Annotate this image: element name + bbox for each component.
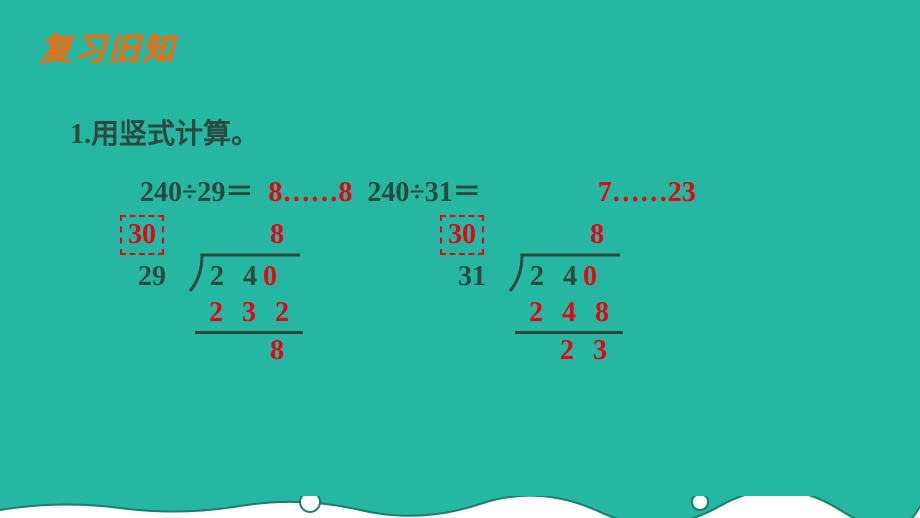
dividend-last: 0 xyxy=(583,261,597,292)
quotient-left: 8 xyxy=(270,219,284,251)
problem-1: 240÷29＝ xyxy=(140,177,253,208)
long-division-left: 30 8 29 2 40 2 3 2 8 xyxy=(120,215,340,415)
dividend-last: 0 xyxy=(263,261,277,292)
divisor-left: 29 xyxy=(138,261,166,293)
dividend-left: 2 40 xyxy=(210,261,277,293)
quotient-right: 8 xyxy=(590,219,604,251)
remainder-left: 8 xyxy=(270,335,290,367)
minus-line-left xyxy=(195,331,303,334)
subtitle: 1.用竖式计算。 xyxy=(70,112,259,152)
answer-2: 7……23 xyxy=(598,177,696,208)
remainder-right: 2 3 xyxy=(560,335,613,367)
answer-1: 8……8 xyxy=(268,177,352,208)
divisor-right: 31 xyxy=(458,261,486,293)
slide: 复习旧知 1.用竖式计算。 240÷29＝ 8……8 240÷31＝ 7……23… xyxy=(0,0,920,518)
long-division-right: 30 8 31 2 40 2 4 8 2 3 xyxy=(440,215,660,415)
equation-line: 240÷29＝ 8……8 240÷31＝ 7……23 xyxy=(140,170,696,210)
estimate-box-left: 30 xyxy=(120,215,164,255)
problem-2: 240÷31＝ xyxy=(367,177,480,208)
dividend-right: 2 40 xyxy=(530,261,597,293)
product-right: 2 4 8 xyxy=(529,297,615,329)
page-title: 复习旧知 xyxy=(40,24,176,70)
bottom-decoration xyxy=(0,496,920,518)
minus-line-right xyxy=(515,331,623,334)
dividend-body: 2 4 xyxy=(210,261,263,292)
dividend-body: 2 4 xyxy=(530,261,583,292)
product-left: 2 3 2 xyxy=(209,297,295,329)
estimate-box-right: 30 xyxy=(440,215,484,255)
